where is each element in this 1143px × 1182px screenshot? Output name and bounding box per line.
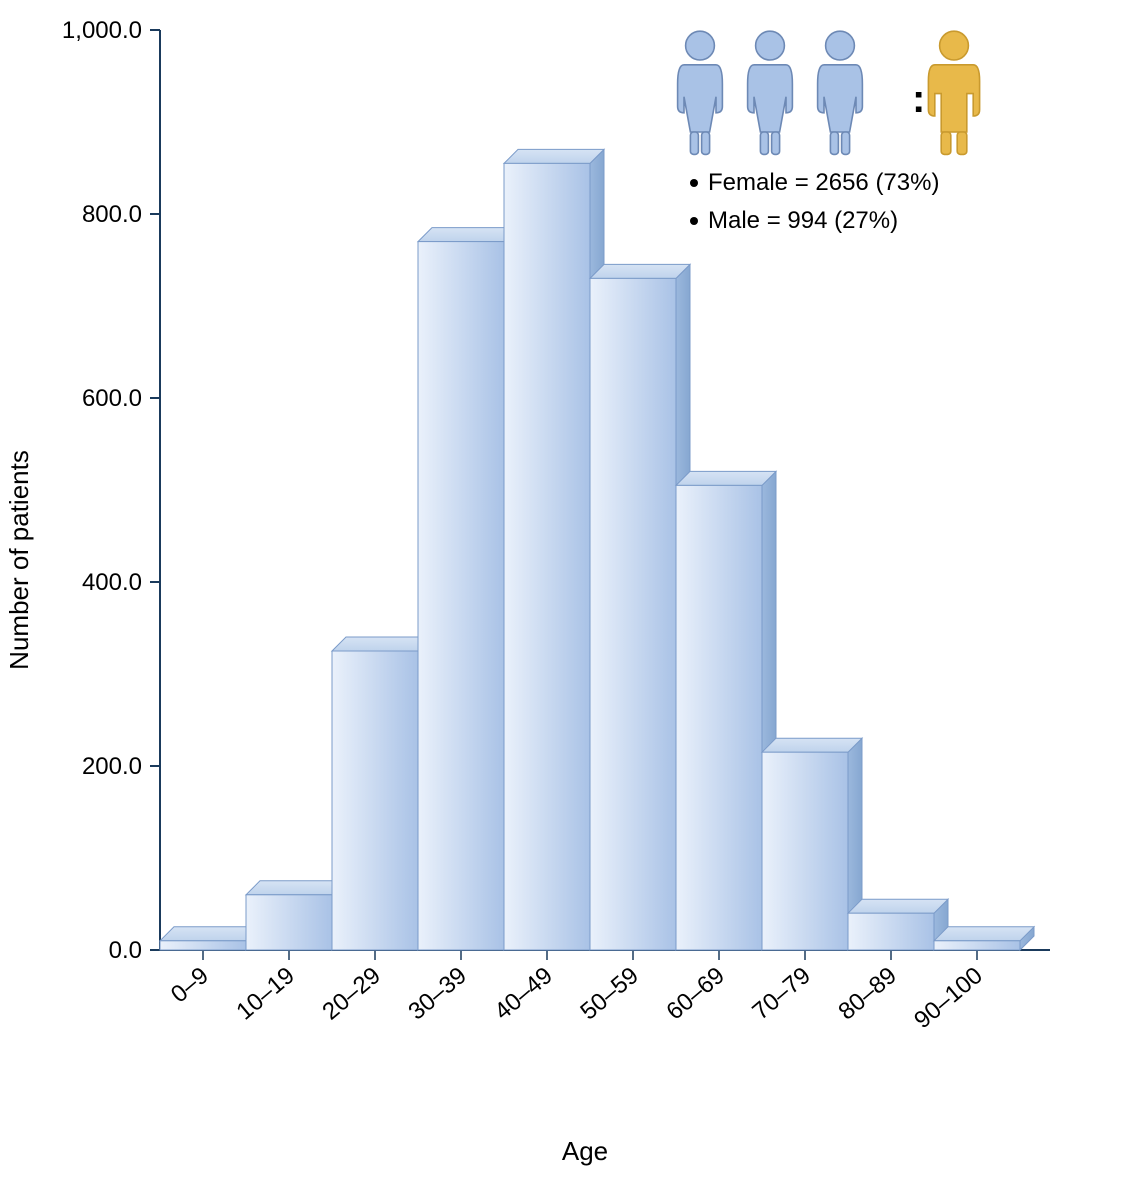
x-tick-label: 70–79 <box>747 962 815 1026</box>
y-tick-label: 1,000.0 <box>62 17 142 44</box>
female-icon <box>678 31 723 154</box>
bar <box>332 651 418 950</box>
bar <box>418 242 504 950</box>
bar-top <box>160 927 260 941</box>
bar <box>160 941 246 950</box>
histogram-chart: Number of patients Age 0–9 10–19 20–29 30–3… <box>0 0 1143 1182</box>
female-icon <box>818 31 863 154</box>
x-tick-label: 90–100 <box>909 962 988 1034</box>
bars <box>160 149 1034 950</box>
bar-top <box>848 899 948 913</box>
x-tick-label: 30–39 <box>403 962 471 1026</box>
bullet-icon <box>690 217 698 225</box>
female-icon <box>748 31 793 154</box>
legend-item-label: Male = 994 (27%) <box>708 207 898 234</box>
x-tick-label: 40–49 <box>489 962 557 1026</box>
x-tick-labels: 0–9 10–19 20–29 30–39 40–49 50–59 60–69 70–79 80… <box>166 962 988 1034</box>
bar-top <box>590 264 690 278</box>
bar <box>848 913 934 950</box>
bar-top <box>418 228 518 242</box>
bullet-icon <box>690 179 698 187</box>
bar <box>590 278 676 950</box>
chart-container: Number of patients Age 0–9 10–19 20–29 30–3… <box>0 0 1143 1182</box>
bar <box>246 895 332 950</box>
y-tick-label: 600.0 <box>82 385 142 412</box>
bar-top <box>676 471 776 485</box>
bar-top <box>332 637 432 651</box>
y-tick-labels: 0.0 200.0 400.0 600.0 800.0 1,000.0 <box>62 17 142 964</box>
y-tick-label: 400.0 <box>82 569 142 596</box>
ratio-separator: : <box>912 77 925 121</box>
y-tick-label: 800.0 <box>82 201 142 228</box>
x-tick-label: 20–29 <box>317 962 385 1026</box>
bar <box>504 163 590 950</box>
x-tick-label: 60–69 <box>661 962 729 1026</box>
x-tick-label: 10–19 <box>231 962 299 1026</box>
male-icon <box>928 31 979 154</box>
legend: : Female = 2656 (73%) Male = 994 (27%) <box>678 31 980 234</box>
bar-top <box>504 149 604 163</box>
y-tick-label: 200.0 <box>82 753 142 780</box>
y-axis-label: Number of patients <box>4 450 34 670</box>
x-tick-label: 0–9 <box>166 962 214 1008</box>
y-tick-label: 0.0 <box>109 937 142 964</box>
bar <box>762 752 848 950</box>
x-axis-label: Age <box>562 1136 608 1166</box>
bar-top <box>762 738 862 752</box>
bar-top <box>934 927 1034 941</box>
bar <box>676 485 762 950</box>
legend-item-label: Female = 2656 (73%) <box>708 169 939 196</box>
x-tick-label: 50–59 <box>575 962 643 1026</box>
bar-top <box>246 881 346 895</box>
x-tick-label: 80–89 <box>833 962 901 1026</box>
bar <box>934 941 1020 950</box>
